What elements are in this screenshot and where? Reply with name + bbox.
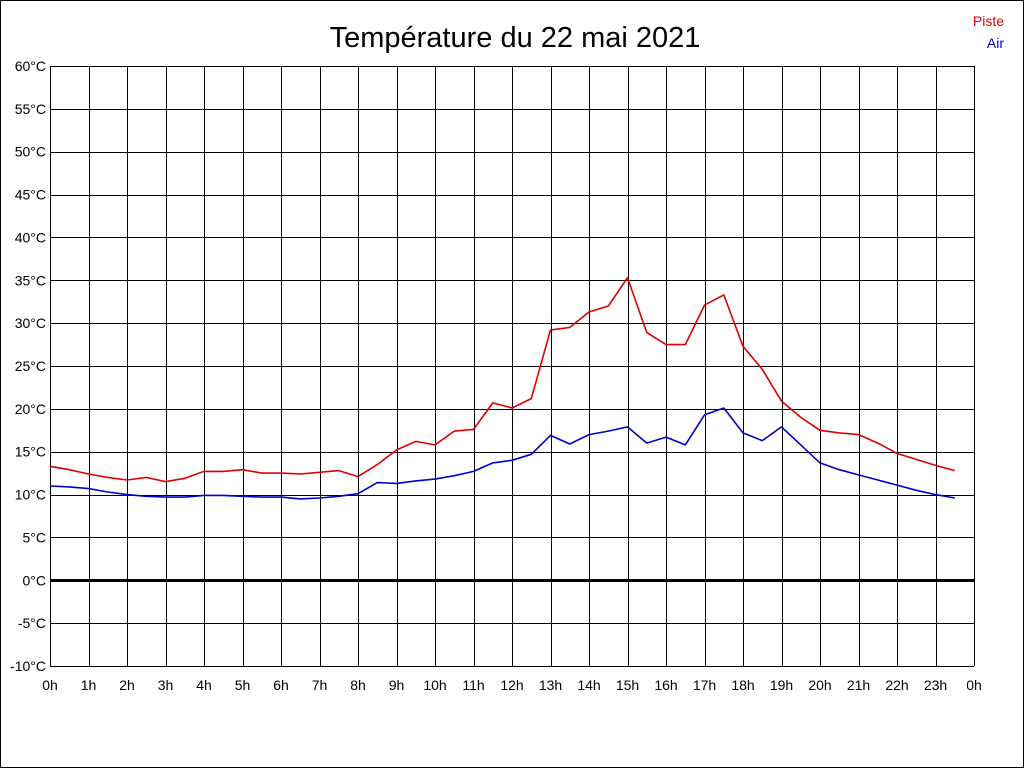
- x-tick-label: 0h: [966, 677, 982, 693]
- x-tick-label: 4h: [196, 677, 212, 693]
- x-tick-label: 13h: [539, 677, 562, 693]
- x-tick-label: 10h: [423, 677, 446, 693]
- series-lines: [49, 276, 956, 500]
- chart-title: Température du 22 mai 2021: [330, 22, 701, 54]
- y-tick-label: 30°C: [15, 315, 46, 331]
- x-tick-label: 0h: [42, 677, 58, 693]
- x-tick-label: 20h: [808, 677, 831, 693]
- x-tick-label: 6h: [273, 677, 289, 693]
- y-tick-label: 35°C: [15, 272, 46, 288]
- y-tick-label: 20°C: [15, 401, 46, 417]
- y-tick-label: 55°C: [15, 101, 46, 117]
- x-tick-label: 9h: [389, 677, 405, 693]
- x-tick-label: 3h: [158, 677, 174, 693]
- y-tick-label: -5°C: [18, 615, 46, 631]
- y-tick-label: 60°C: [15, 58, 46, 74]
- series-line-piste: [49, 276, 956, 483]
- legend-entry-air: Air: [987, 35, 1004, 51]
- x-tick-label: 16h: [654, 677, 677, 693]
- x-tick-label: 8h: [350, 677, 366, 693]
- x-tick-label: 15h: [616, 677, 639, 693]
- x-tick-label: 7h: [312, 677, 328, 693]
- x-tick-label: 23h: [924, 677, 947, 693]
- x-tick-label: 17h: [693, 677, 716, 693]
- y-tick-label: -10°C: [10, 658, 46, 674]
- x-tick-label: 14h: [577, 677, 600, 693]
- series-line-air: [49, 407, 955, 500]
- y-tick-label: 45°C: [15, 187, 46, 203]
- y-tick-label: 50°C: [15, 144, 46, 160]
- y-tick-label: 40°C: [15, 229, 46, 245]
- x-tick-label: 11h: [462, 677, 484, 693]
- legend-entry-piste: Piste: [973, 13, 1004, 29]
- y-tick-label: 15°C: [15, 444, 46, 460]
- x-tick-label: 18h: [731, 677, 754, 693]
- x-tick-label: 5h: [235, 677, 251, 693]
- x-tick-label: 22h: [885, 677, 908, 693]
- y-tick-label: 0°C: [23, 572, 47, 588]
- x-tick-label: 21h: [847, 677, 870, 693]
- y-tick-label: 10°C: [15, 487, 46, 503]
- x-tick-label: 19h: [770, 677, 793, 693]
- x-tick-label: 12h: [500, 677, 523, 693]
- y-tick-label: 5°C: [23, 529, 47, 545]
- x-tick-label: 1h: [81, 677, 97, 693]
- y-tick-label: 25°C: [15, 358, 46, 374]
- x-tick-label: 2h: [119, 677, 135, 693]
- axes: 60°C 55°C 50°C 45°C 40°C 35°C 30°C 25°C 20°C 15°C…: [10, 58, 982, 693]
- grid: [50, 66, 975, 667]
- legend: Piste Air: [973, 13, 1004, 51]
